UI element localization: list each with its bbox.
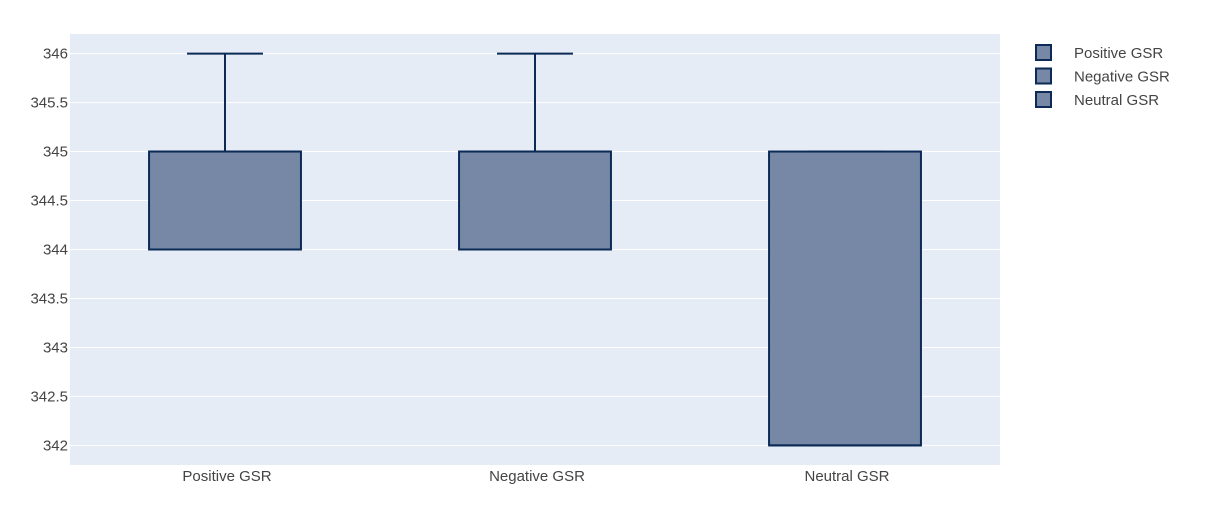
legend-label: Neutral GSR [1074,92,1159,109]
y-tick-label: 343 [43,339,68,356]
legend-item[interactable]: Neutral GSR [1035,91,1159,109]
box-series [148,52,922,447]
y-tick-label: 342 [43,437,68,454]
y-tick-label: 346 [43,46,68,63]
x-tick-label: Positive GSR [182,468,271,485]
box-plot-positive-gsr[interactable] [148,52,302,251]
y-tick-label: 344 [43,242,68,259]
x-tick-label: Negative GSR [489,468,585,485]
box-body [148,150,302,251]
legend-label: Negative GSR [1074,69,1170,86]
legend-swatch [1035,91,1052,108]
box-plot-negative-gsr[interactable] [458,52,612,251]
y-tick-label: 343.5 [30,290,68,307]
box-plot-neutral-gsr[interactable] [768,150,922,447]
legend-item[interactable]: Positive GSR [1035,44,1163,62]
x-tick-label: Neutral GSR [804,468,889,485]
y-tick-label: 345.5 [30,95,68,112]
y-axis-ticks: 342 342.5 343 343.5 344 344.5 345 345.5 346 [30,46,68,455]
y-tick-label: 345 [43,144,68,161]
box-body [458,150,612,251]
x-axis-ticks: Positive GSR Negative GSR Neutral GSR [182,468,889,485]
legend[interactable]: Positive GSR Negative GSR Neutral GSR [1035,44,1170,109]
y-tick-label: 342.5 [30,388,68,405]
y-tick-label: 344.5 [30,193,68,210]
box-body [768,150,922,447]
legend-item[interactable]: Negative GSR [1035,67,1170,86]
legend-label: Positive GSR [1074,45,1163,62]
legend-swatch [1035,67,1052,85]
legend-swatch [1035,44,1052,61]
